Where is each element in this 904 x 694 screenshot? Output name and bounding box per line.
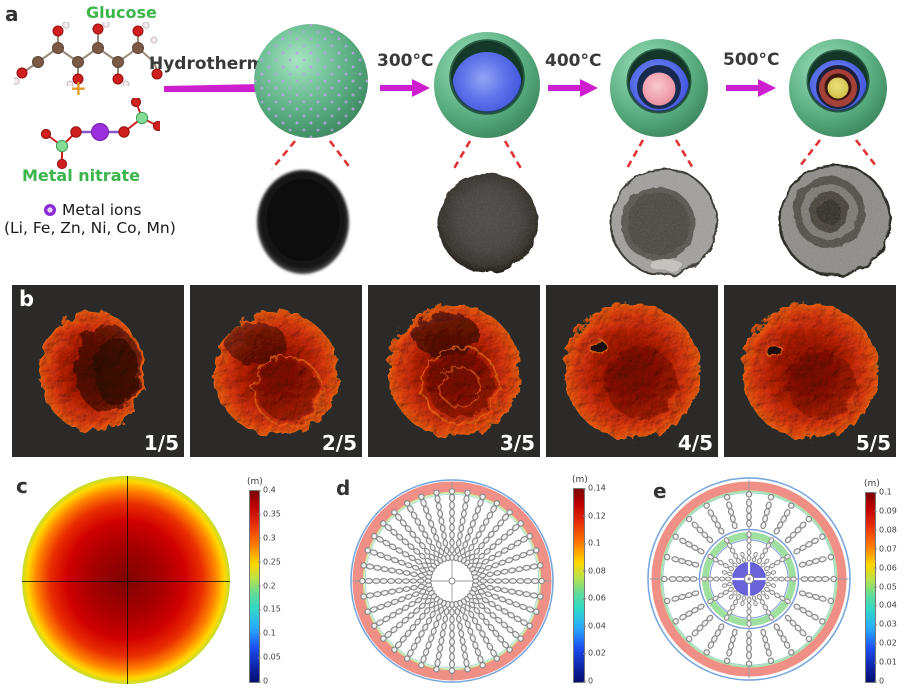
metal-nitrate-molecule <box>40 98 160 170</box>
panel-e-label: e <box>653 479 667 503</box>
colorbar-e-unit: (m) <box>864 479 880 489</box>
tick: 0.08 <box>874 525 897 535</box>
tick: 0.02 <box>874 638 897 648</box>
tick: 0.01 <box>874 657 897 667</box>
tick: 0.02 <box>583 648 606 658</box>
crosshair-vertical <box>127 476 128 684</box>
tick: 0.05 <box>874 582 897 591</box>
tick: 0.08 <box>583 566 606 576</box>
crosshair-horizontal <box>22 581 230 582</box>
tem-image-3 <box>608 166 720 278</box>
tick: 0.4 <box>258 485 276 495</box>
colorbar-c-unit: (m) <box>247 477 263 487</box>
temp-400-label: 400°C <box>545 51 602 71</box>
simulation-plot-e <box>647 477 851 681</box>
tick: 0.05 <box>258 652 281 662</box>
simulation-plot-c <box>22 476 230 684</box>
sphere-300 <box>434 32 540 138</box>
tick: 0.1 <box>583 538 601 548</box>
colorbar-d-ticks: 0.14 0.12 0.1 0.08 0.06 0.04 0.02 0 <box>582 484 614 686</box>
sphere-500 <box>789 39 887 137</box>
metal-ions-list: (Li, Fe, Zn, Ni, Co, Mn) <box>4 219 176 237</box>
tem-image-2 <box>434 169 542 277</box>
tick: 0.06 <box>874 563 897 573</box>
tick: 0.07 <box>874 544 897 554</box>
tick: 0.2 <box>258 581 276 590</box>
colorbar-c-ticks: 0.4 0.35 0.3 0.25 0.2 0.15 0.1 0.05 0 <box>257 486 289 686</box>
tomogram-frame-label: 5/5 <box>855 431 891 455</box>
tick: 0.06 <box>583 593 606 603</box>
tick: 0.1 <box>874 487 892 497</box>
arrow-300-icon <box>380 79 430 97</box>
metal-nitrate-label: Metal nitrate <box>22 166 140 185</box>
panel-a-label: a <box>5 2 19 26</box>
arrow-400-icon <box>548 79 598 97</box>
panel-b-label: b <box>19 287 35 311</box>
tomogram-frame-1: b 1/5 <box>12 285 184 457</box>
sphere-400 <box>610 39 708 137</box>
tem-image-4 <box>777 162 893 278</box>
panel-d-label: d <box>336 476 351 500</box>
tick: 0.04 <box>583 621 606 631</box>
metal-ions-label: Metal ions <box>62 201 142 219</box>
tick: 0 <box>257 676 269 686</box>
tick: 0.15 <box>258 604 281 614</box>
tick: 0 <box>873 676 885 686</box>
colorbar-c <box>249 490 260 683</box>
tick: 0.09 <box>874 506 897 516</box>
tem-image-1 <box>254 167 352 277</box>
tomogram-frame-label: 1/5 <box>143 431 179 455</box>
tomogram-frame-label: 2/5 <box>321 431 357 455</box>
plus-sign: + <box>70 76 87 100</box>
tomogram-frame-5: 5/5 <box>724 285 896 457</box>
metal-ion-bullet-icon <box>44 204 56 216</box>
tomogram-frame-label: 4/5 <box>677 431 713 455</box>
temp-300-label: 300°C <box>377 51 434 71</box>
tick: 0.03 <box>874 619 897 629</box>
tick: 0.14 <box>583 483 606 493</box>
tick: 0.3 <box>258 533 276 543</box>
tomogram-frame-2: 2/5 <box>190 285 362 457</box>
sphere-hydrothermal <box>254 24 368 138</box>
tick: 0.12 <box>583 511 606 521</box>
tick: 0.1 <box>258 628 276 638</box>
panel-c-label: c <box>16 474 28 498</box>
glucose-molecule <box>14 22 163 86</box>
tomogram-frame-label: 3/5 <box>499 431 535 455</box>
arrow-500-icon <box>726 79 776 97</box>
hydrothermal-label: Hydrothermal. <box>149 54 289 74</box>
dashed-connectors <box>270 139 878 173</box>
colorbar-e <box>865 492 876 683</box>
temp-500-label: 500°C <box>723 50 780 70</box>
tick: 0.04 <box>874 600 897 610</box>
glucose-label: Glucose <box>86 3 157 22</box>
tick: 0.35 <box>258 509 281 519</box>
tick: 0 <box>582 676 594 686</box>
tomogram-frame-3: 3/5 <box>368 285 540 457</box>
colorbar-d <box>573 488 585 683</box>
colorbar-d-unit: (m) <box>572 475 588 485</box>
tick: 0.25 <box>258 557 281 567</box>
colorbar-e-ticks: 0.1 0.09 0.08 0.07 0.06 0.05 0.04 0.03 0… <box>873 488 904 686</box>
hydrothermal-arrow-icon <box>164 78 288 98</box>
tomogram-frame-4: 4/5 <box>546 285 718 457</box>
simulation-plot-d <box>350 479 554 683</box>
